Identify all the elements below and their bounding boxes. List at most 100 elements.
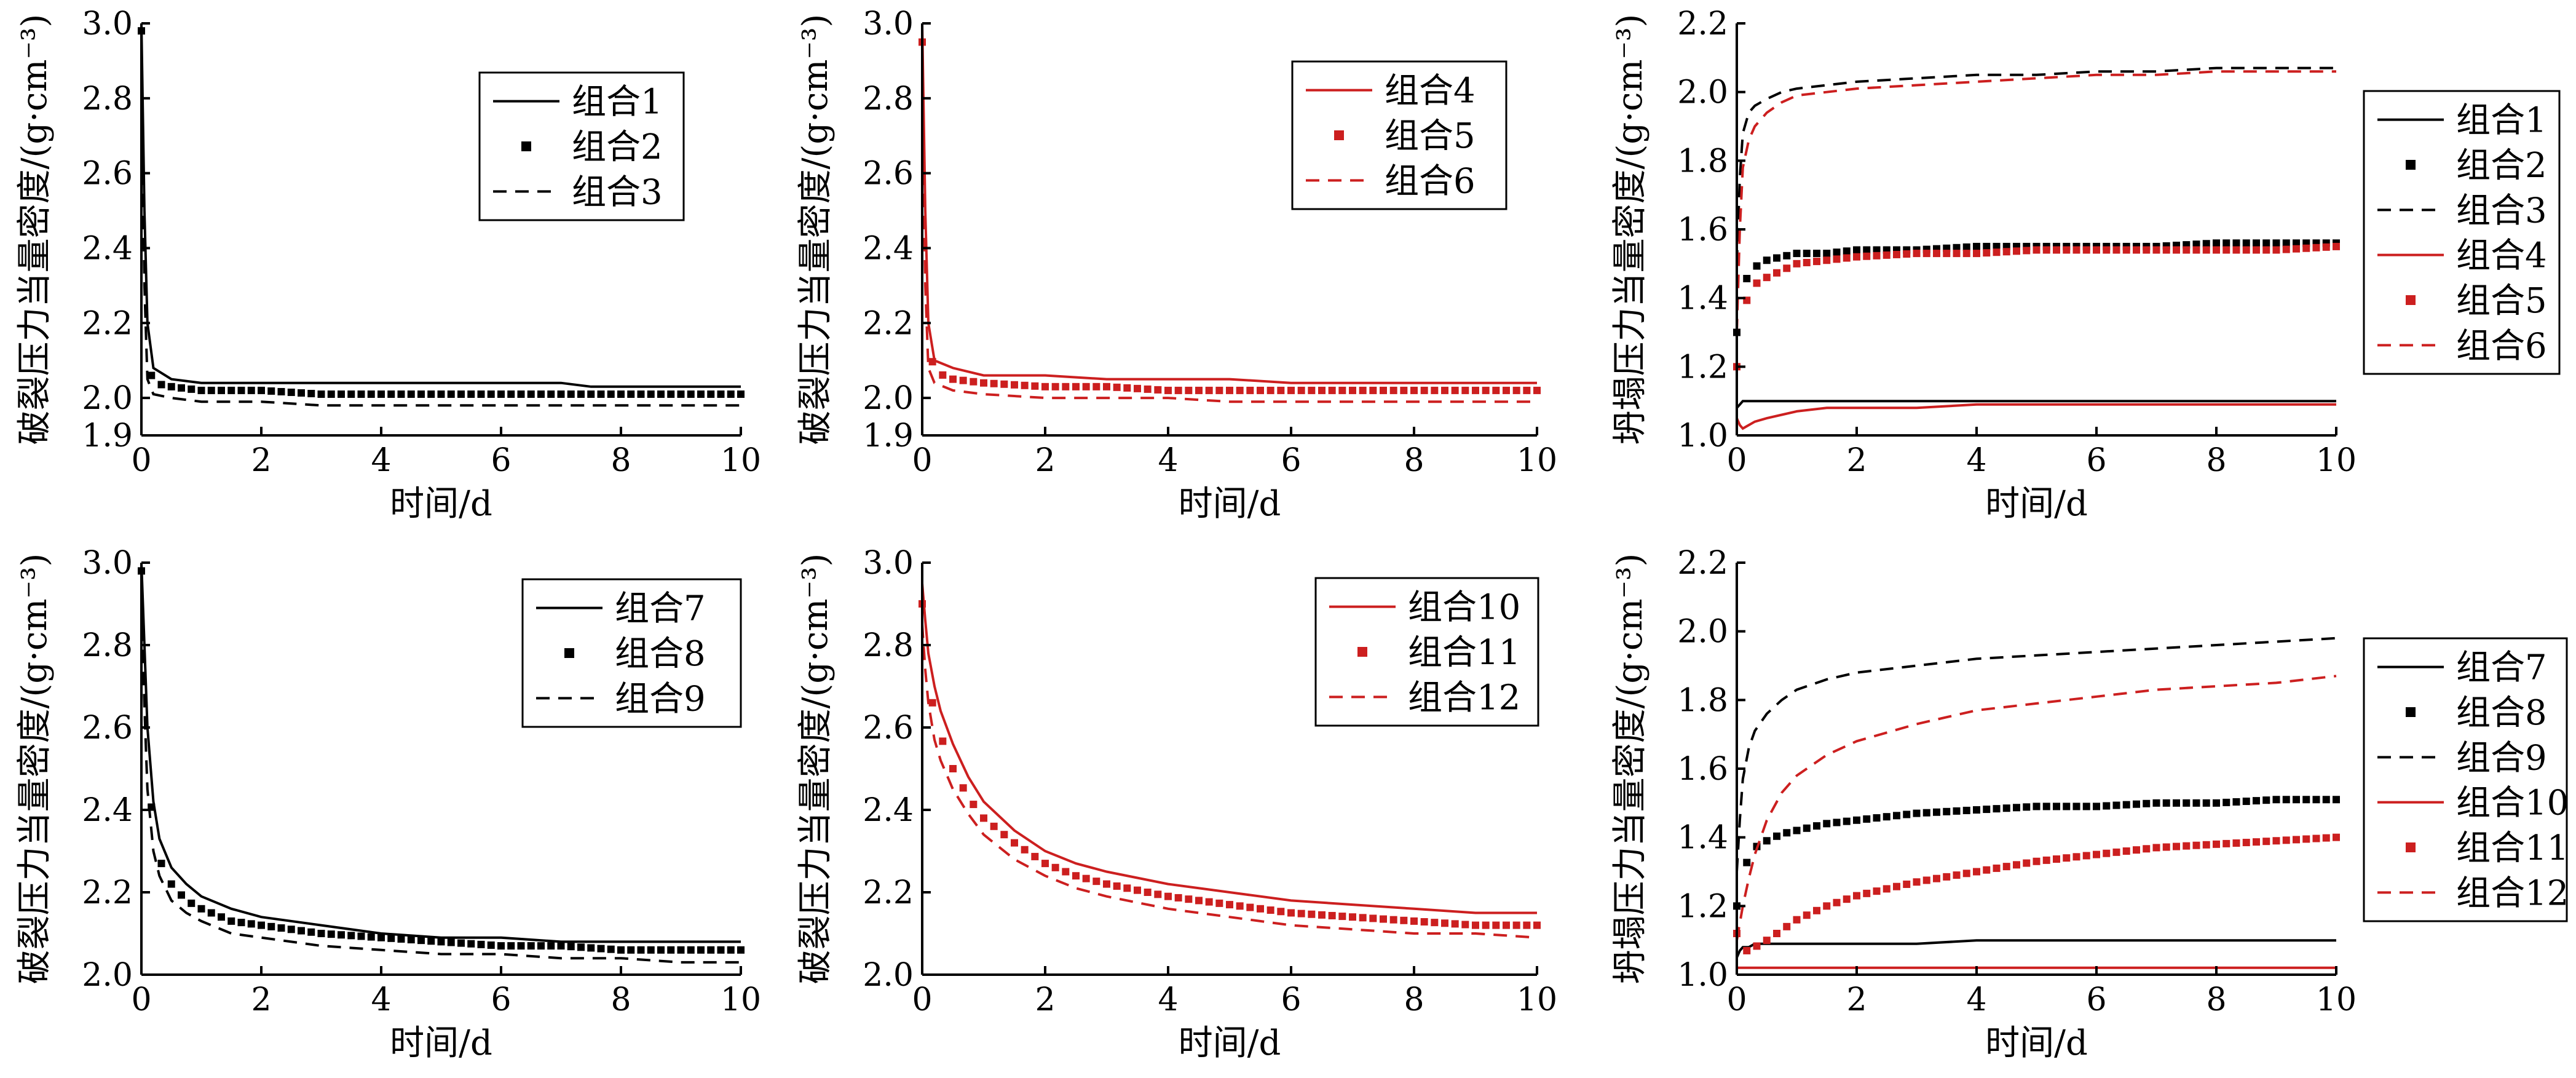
y-tick-label: 2.2 — [82, 874, 133, 911]
data-point — [1533, 386, 1541, 394]
data-point — [2063, 803, 2071, 810]
x-axis-label: 时间/d — [1985, 484, 2088, 524]
series-1 — [1736, 400, 2336, 409]
data-point — [2053, 855, 2060, 863]
data-point — [527, 390, 535, 398]
series-5 — [1733, 242, 2340, 371]
data-point — [1266, 906, 1274, 914]
data-point — [167, 880, 175, 888]
x-tick-label: 6 — [1281, 442, 1301, 479]
x-tick-label: 8 — [1404, 442, 1424, 479]
data-point — [1873, 887, 1881, 895]
data-point — [1893, 250, 1900, 258]
data-point — [617, 946, 625, 954]
data-point — [2002, 863, 2010, 871]
data-point — [2232, 839, 2240, 847]
data-point — [2232, 246, 2240, 254]
series-line — [921, 583, 1537, 914]
legend-label: 组合11 — [1408, 633, 1520, 673]
series-3 — [1736, 636, 2337, 872]
data-point — [1451, 920, 1459, 928]
data-point — [2322, 796, 2330, 804]
data-point — [1277, 386, 1285, 394]
data-point — [597, 390, 605, 398]
y-tick-label: 2.8 — [863, 81, 914, 117]
data-point — [2322, 834, 2330, 842]
legend-box — [2363, 90, 2561, 375]
data-point — [287, 388, 295, 396]
data-point — [2253, 239, 2260, 247]
data-point — [2293, 796, 2300, 804]
legend-label: 组合4 — [1385, 71, 1476, 111]
data-point — [980, 814, 987, 822]
chart-1: 0 2 4 6 8 10 1.92.0 2.2 2.4 2.6 2.8 3.0 时间/d 破裂压力当量密度… — [15, 6, 761, 524]
data-point — [367, 390, 375, 398]
data-point — [1893, 882, 1900, 890]
legend-label: 组合8 — [2456, 693, 2547, 733]
data-point — [148, 371, 156, 379]
data-point — [1823, 256, 1831, 264]
data-point — [1883, 813, 1891, 821]
legend-label: 组合12 — [2456, 873, 2569, 913]
data-point — [1000, 831, 1008, 839]
x-tick-label: 6 — [1281, 981, 1301, 1018]
data-point — [2112, 848, 2120, 856]
data-point — [2173, 842, 2180, 850]
x-tick-label: 0 — [131, 442, 151, 479]
data-point — [277, 924, 285, 932]
series-1 — [140, 562, 741, 943]
data-point — [467, 940, 475, 948]
y-tick-label: 2.0 — [863, 380, 914, 417]
data-point — [1793, 916, 1801, 924]
data-point — [1962, 250, 1970, 258]
data-point — [2152, 844, 2160, 852]
y-tick-label: 3.0 — [863, 545, 914, 582]
legend-label: 组合8 — [615, 634, 706, 674]
data-point — [327, 390, 335, 398]
data-point — [1973, 250, 1980, 258]
data-point — [1523, 921, 1531, 929]
data-point — [1783, 829, 1791, 837]
legend-label: 组合2 — [572, 127, 663, 167]
x-tick-label: 8 — [2206, 442, 2226, 479]
data-point — [2242, 798, 2250, 806]
data-point — [547, 942, 555, 950]
data-point — [1195, 897, 1203, 905]
data-point — [1973, 868, 1980, 876]
y-tick-label: 2.4 — [82, 230, 133, 267]
data-point — [2152, 799, 2160, 807]
data-point — [727, 946, 735, 954]
data-point — [2133, 800, 2140, 808]
data-point — [1257, 386, 1264, 394]
data-point — [1813, 250, 1820, 258]
data-point — [2293, 239, 2300, 247]
data-point — [1913, 809, 1921, 817]
y-tick-label: 2.6 — [82, 710, 133, 747]
y-axis-label: 破裂压力当量密度/(g·cm⁻³) — [15, 14, 55, 445]
data-point — [1843, 895, 1851, 903]
data-point — [457, 939, 465, 947]
data-point — [277, 387, 285, 395]
data-point — [959, 784, 967, 792]
data-point — [247, 386, 255, 394]
series-line — [1736, 400, 2336, 409]
data-point — [2103, 246, 2111, 254]
data-point — [178, 384, 185, 392]
data-point — [657, 390, 665, 398]
data-point — [2033, 857, 2041, 865]
data-point — [1380, 386, 1387, 394]
data-point — [1873, 252, 1881, 260]
data-point — [2053, 803, 2060, 810]
data-point — [1853, 253, 1860, 261]
data-point — [1205, 898, 1213, 906]
data-point — [2013, 804, 2020, 812]
data-point — [1011, 839, 1018, 847]
data-point — [697, 946, 705, 954]
data-point — [707, 946, 715, 954]
legend-label: 组合7 — [2456, 648, 2547, 688]
x-tick-label: 6 — [2086, 442, 2106, 479]
x-tick-label: 4 — [1158, 981, 1178, 1018]
data-point — [2042, 856, 2050, 864]
y-axis-label: 破裂压力当量密度/(g·cm⁻³) — [15, 553, 55, 985]
series-2 — [138, 567, 745, 954]
